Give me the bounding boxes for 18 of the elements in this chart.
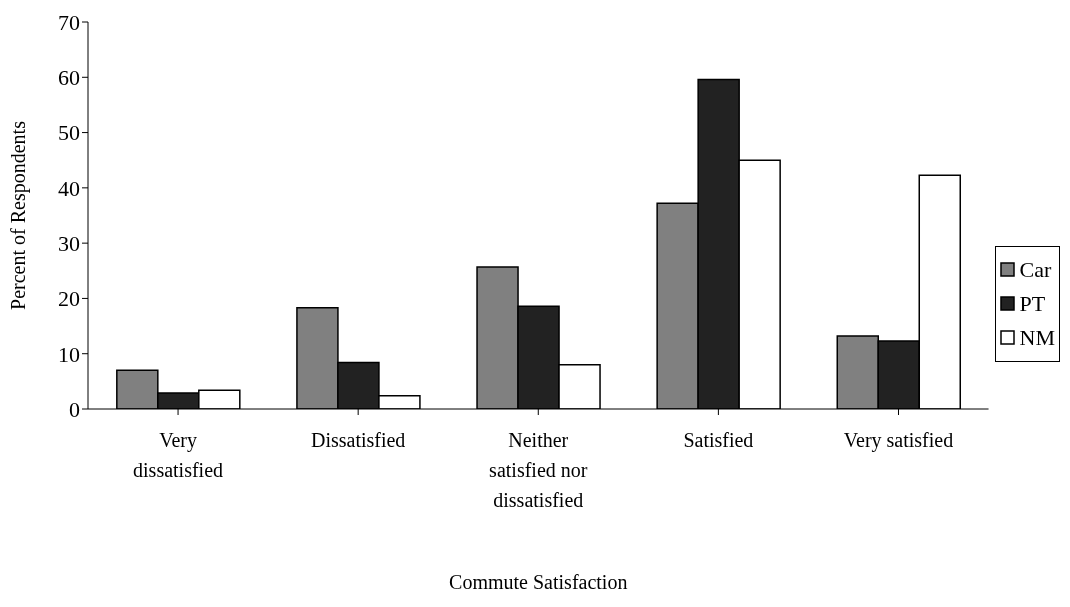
x-tick-label: Very dissatisfied [133,429,224,481]
y-tick-label: 40 [58,175,80,201]
y-tick-label: 10 [58,341,80,367]
y-tick-label: 20 [58,286,80,312]
x-tick-label: Satisfied [683,429,754,451]
y-axis-title: Percent of Respondents [7,120,31,310]
x-tick-label: Neither satisfied nor dissatisfied [489,429,588,511]
y-tick-label: 70 [58,9,80,35]
x-tick-label: Dissatisfied [310,429,406,451]
legend-label: PT [1019,290,1046,317]
y-tick-label: 0 [69,396,80,422]
y-tick-label: 60 [58,65,80,91]
x-axis-title: Commute Satisfaction [449,571,628,593]
x-tick-label: Very satisfied [843,429,954,452]
y-tick-label: 50 [58,120,80,146]
y-tick-label: 30 [58,230,80,256]
legend-label: NM [1019,324,1055,351]
legend-label: Car [1019,256,1052,283]
